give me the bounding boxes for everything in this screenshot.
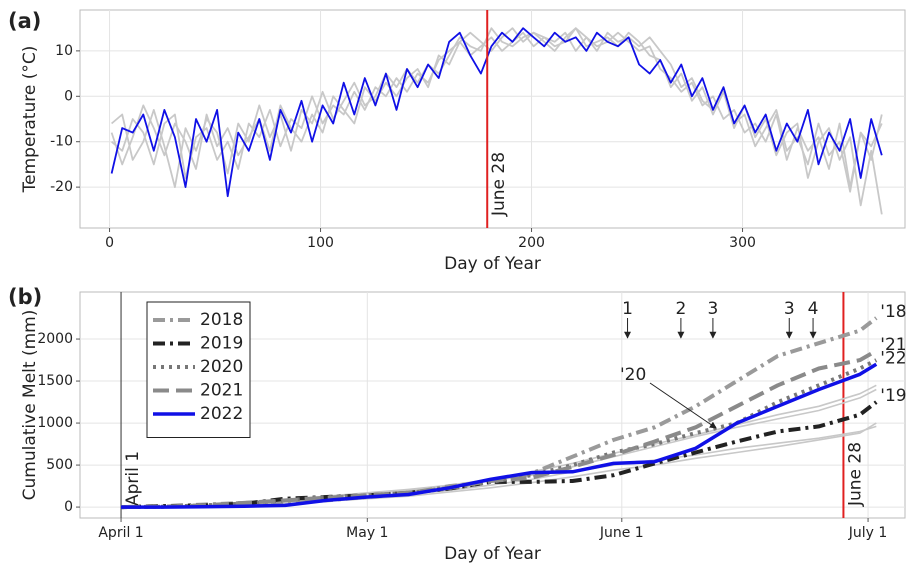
end-label: '21	[880, 335, 906, 355]
legend-label: 2020	[200, 357, 243, 377]
x-tick-label: 300	[729, 235, 756, 251]
x-tick-label: July 1	[848, 525, 888, 541]
y-axis-label: Temperature (°C)	[20, 46, 40, 194]
x-tick-label: May 1	[346, 525, 388, 541]
x-tick-label: April 1	[98, 525, 143, 541]
data-line	[111, 27, 883, 215]
data-line	[120, 349, 878, 510]
reference-label: June 28	[489, 152, 509, 217]
reference-label: April 1	[123, 451, 143, 506]
y-tick-label: 0	[64, 499, 73, 515]
y-tick-label: -20	[50, 179, 73, 195]
arrow-label: 3	[707, 299, 718, 319]
arrow-label: 1	[622, 299, 633, 319]
callout-label: '20	[620, 365, 646, 385]
reference-label: June 28	[845, 442, 865, 507]
legend-label: 2022	[200, 404, 243, 424]
x-tick-label: 100	[307, 235, 334, 251]
end-label: '18	[880, 302, 906, 322]
y-tick-label: -10	[50, 134, 73, 150]
data-line	[110, 27, 883, 193]
y-tick-label: 0	[64, 88, 73, 104]
y-tick-label: 2000	[37, 331, 73, 347]
legend-label: 2019	[200, 334, 243, 354]
y-axis-label: Cumulative Melt (mm)	[20, 310, 40, 501]
data-line	[110, 27, 883, 198]
x-axis-label: Day of Year	[444, 254, 541, 274]
arrow-label: 2	[675, 299, 686, 319]
x-tick-label: June 1	[599, 525, 644, 541]
data-line	[121, 362, 878, 509]
y-tick-label: 500	[46, 457, 73, 473]
callout-arrow	[649, 382, 717, 429]
arrow-label: 4	[808, 299, 819, 319]
legend-label: 2021	[200, 381, 243, 401]
y-tick-label: 10	[55, 43, 73, 59]
y-tick-label: 1000	[37, 415, 73, 431]
end-label: '22	[880, 348, 906, 368]
arrow-label: 3	[784, 299, 795, 319]
y-tick-label: 1500	[37, 373, 73, 389]
panel-label: (b)	[8, 285, 42, 309]
end-label: '19	[880, 386, 906, 406]
x-tick-label: 0	[105, 235, 114, 251]
x-tick-label: 200	[518, 235, 545, 251]
legend-label: 2018	[200, 310, 243, 330]
x-axis-label: Day of Year	[444, 544, 541, 563]
panel-label: (a)	[8, 9, 41, 33]
